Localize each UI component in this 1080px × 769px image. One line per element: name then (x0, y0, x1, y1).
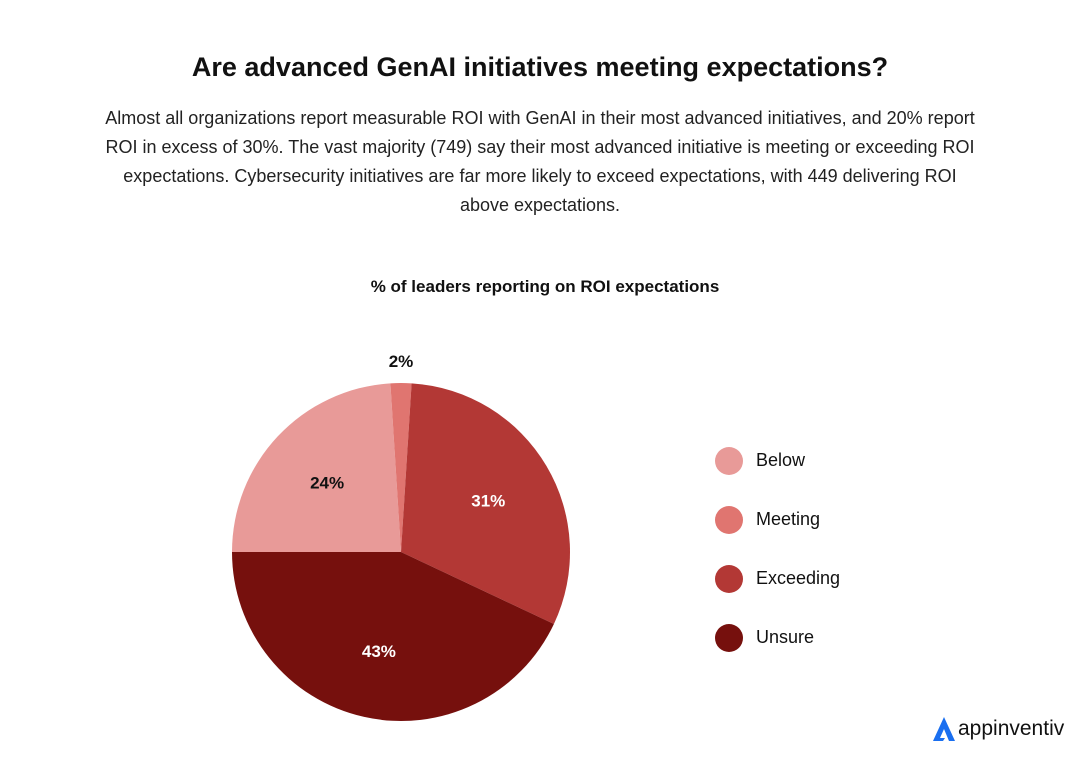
chart-title: % of leaders reporting on ROI expectatio… (370, 277, 720, 296)
legend-label: Unsure (756, 627, 815, 647)
legend: Below Meeting Exceeding Unsure (715, 431, 840, 667)
legend-item-meeting: Meeting (715, 490, 840, 549)
pie-slice-unsure (232, 552, 554, 722)
appinventiv-logo-icon (933, 717, 955, 741)
pie-label-below: 24% (310, 474, 344, 493)
pie-slice-exceeding (401, 383, 571, 624)
legend-swatch (715, 623, 743, 652)
brand-logo: appinventiv (932, 716, 1064, 742)
legend-item-unsure: Unsure (715, 608, 840, 667)
pie-label-unsure: 43% (362, 642, 396, 661)
pie-label-exceeding: 31% (471, 491, 505, 510)
legend-swatch (715, 564, 743, 593)
legend-swatch (715, 446, 743, 475)
pie-label-meeting: 2% (389, 352, 414, 371)
legend-label: Meeting (756, 509, 821, 529)
pie-slice-below (232, 383, 401, 552)
legend-label: Below (756, 450, 806, 470)
legend-swatch (715, 505, 743, 534)
page-title: Are advanced GenAI initiatives meeting e… (191, 52, 889, 82)
pie-slice-meeting (390, 383, 412, 552)
page-subtitle: Almost all organizations report measurab… (105, 108, 975, 215)
legend-item-below: Below (715, 431, 840, 490)
legend-item-exceeding: Exceeding (715, 549, 840, 608)
legend-label: Exceeding (756, 568, 841, 588)
brand-name: appinventiv (958, 717, 1065, 740)
